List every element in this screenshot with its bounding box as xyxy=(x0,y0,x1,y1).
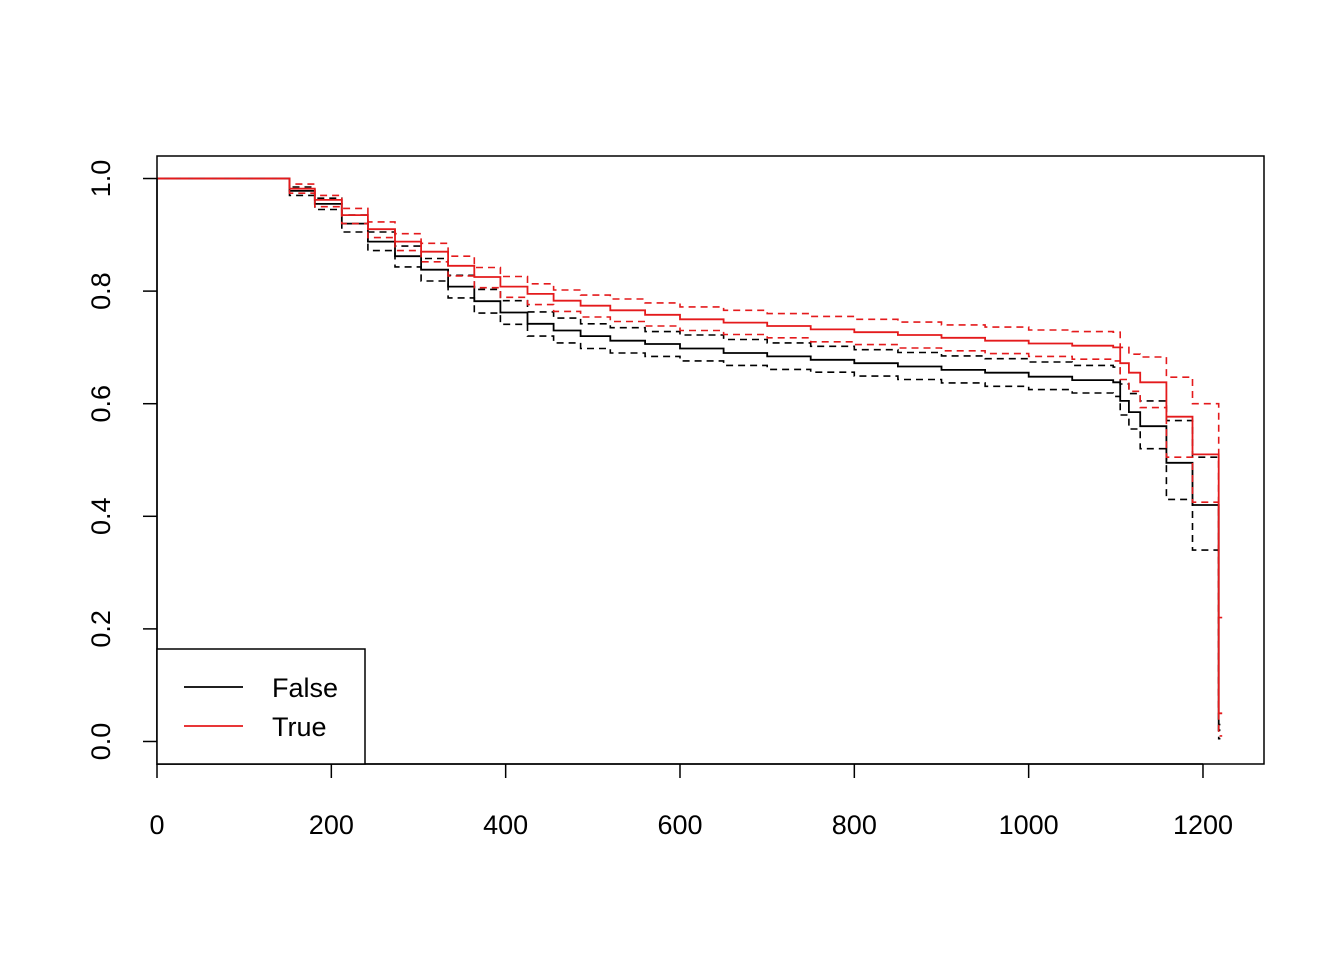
series-true xyxy=(157,177,1223,737)
x-axis: 0 200 400 600 800 1000 1200 xyxy=(149,763,1233,840)
y-tick-label: 0.8 xyxy=(86,272,116,310)
y-tick-label: 0.4 xyxy=(86,498,116,536)
legend-label-false: False xyxy=(272,673,338,703)
x-tick-label: 1000 xyxy=(999,810,1059,840)
ci-lower-line-true xyxy=(157,177,1223,737)
y-tick-label: 1.0 xyxy=(86,160,116,198)
x-tick-label: 800 xyxy=(832,810,877,840)
survival-line-false xyxy=(157,177,1221,732)
x-tick-label: 200 xyxy=(309,810,354,840)
y-tick-label: 0.0 xyxy=(86,723,116,761)
legend: False True xyxy=(156,648,366,765)
ci-upper-line-false xyxy=(157,177,1221,726)
legend-label-true: True xyxy=(272,712,327,742)
x-tick-label: 0 xyxy=(149,810,164,840)
y-tick-label: 0.6 xyxy=(86,385,116,423)
x-tick-label: 400 xyxy=(483,810,528,840)
x-tick-label: 1200 xyxy=(1173,810,1233,840)
x-tick-label: 600 xyxy=(657,810,702,840)
ci-upper-line-true xyxy=(157,177,1223,619)
y-axis: 0.0 0.2 0.4 0.6 0.8 1.0 xyxy=(86,160,158,761)
series-false xyxy=(157,177,1221,740)
series-layer xyxy=(157,177,1223,740)
survival-line-true xyxy=(157,177,1223,715)
y-tick-label: 0.2 xyxy=(86,610,116,648)
legend-box xyxy=(156,648,366,765)
ci-lower-line-false xyxy=(157,177,1221,740)
